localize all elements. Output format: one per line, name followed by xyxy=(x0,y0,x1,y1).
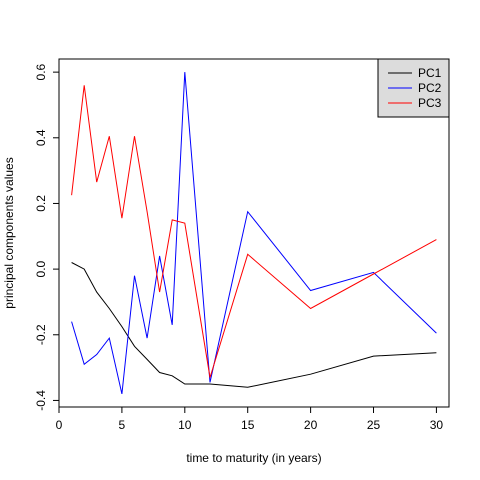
series-line-pc3 xyxy=(71,85,437,378)
legend-label: PC1 xyxy=(418,66,442,80)
y-tick-label: 0.4 xyxy=(34,129,48,146)
y-axis-label: principal components values xyxy=(2,157,16,308)
series-line-pc1 xyxy=(71,262,437,388)
x-tick-label: 5 xyxy=(119,418,126,432)
y-tick-label: -0.2 xyxy=(34,324,48,345)
legend-label: PC3 xyxy=(418,96,442,110)
x-tick-label: 0 xyxy=(56,418,63,432)
y-tick-label: 0.0 xyxy=(34,260,48,277)
x-axis-label: time to maturity (in years) xyxy=(186,451,321,465)
series-line-pc2 xyxy=(71,72,437,395)
x-tick-label: 30 xyxy=(430,418,444,432)
x-axis: 0 5 10 15 20 25 30 xyxy=(56,406,444,432)
plot-area xyxy=(71,72,437,395)
x-tick-label: 20 xyxy=(304,418,318,432)
y-tick-label: 0.6 xyxy=(34,63,48,80)
x-tick-label: 10 xyxy=(178,418,192,432)
x-tick-label: 25 xyxy=(367,418,381,432)
y-tick-label: 0.2 xyxy=(34,195,48,212)
legend-label: PC2 xyxy=(418,81,442,95)
x-tick-label: 15 xyxy=(241,418,255,432)
y-tick-label: -0.4 xyxy=(34,390,48,411)
y-axis: -0.4 -0.2 0.0 0.2 0.4 0.6 xyxy=(34,63,60,411)
